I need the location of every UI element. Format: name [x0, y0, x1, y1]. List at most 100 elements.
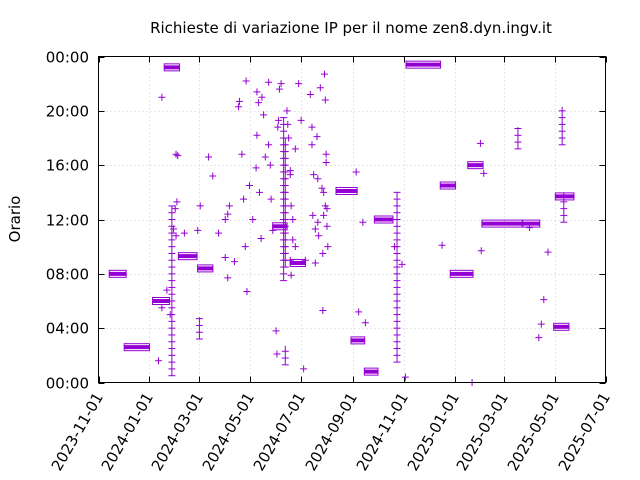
data-point	[359, 218, 367, 226]
data-point	[277, 80, 285, 88]
data-point	[287, 202, 295, 210]
data-point	[243, 287, 251, 295]
data-point	[240, 195, 248, 203]
data-point	[283, 107, 291, 115]
y-tick-label: 00:00	[46, 49, 89, 67]
data-point	[255, 99, 263, 107]
data-point	[316, 84, 324, 92]
data-point	[166, 311, 174, 319]
data-point	[275, 85, 283, 93]
x-tick-label: 2024-03-01	[148, 390, 207, 475]
data-point	[215, 229, 223, 237]
data-point	[253, 88, 261, 96]
y-tick-label: 20:00	[46, 103, 89, 121]
data-point	[241, 243, 249, 251]
y-tick-label: 00:00	[46, 375, 89, 393]
data-point	[314, 218, 322, 226]
data-point	[260, 111, 268, 119]
data-point	[252, 164, 260, 172]
data-point	[297, 116, 305, 124]
data-point	[401, 373, 409, 381]
data-point	[315, 232, 323, 240]
data-point	[311, 225, 319, 233]
data-point	[225, 202, 233, 210]
data-point	[265, 141, 273, 149]
data-point	[322, 150, 330, 158]
data-point	[391, 243, 399, 251]
data-point	[320, 70, 328, 78]
data-point	[314, 175, 322, 183]
y-tick-label: 08:00	[46, 266, 89, 284]
data-point	[300, 365, 308, 373]
data-point	[267, 195, 275, 203]
data-point	[320, 188, 328, 196]
y-axis-label: Orario	[6, 196, 24, 243]
x-tick-label: 2023-11-01	[48, 390, 107, 475]
data-point	[173, 198, 181, 206]
data-point	[172, 150, 180, 158]
data-point	[295, 80, 303, 88]
data-point	[309, 211, 317, 219]
data-point	[285, 134, 293, 142]
data-point	[289, 216, 297, 223]
data-point	[171, 205, 179, 213]
data-point	[194, 226, 202, 234]
data-point	[540, 296, 548, 304]
x-tick-label: 2024-01-01	[98, 390, 157, 475]
data-point	[287, 271, 295, 279]
data-point	[235, 97, 243, 105]
data-point	[320, 211, 328, 219]
data-point	[544, 248, 552, 256]
data-point	[238, 150, 246, 158]
x-tick-label: 2025-05-01	[504, 390, 563, 475]
data-point	[230, 258, 238, 266]
data-point	[308, 141, 316, 149]
data-point	[155, 357, 163, 365]
data-point	[526, 224, 534, 232]
plot-frame	[98, 56, 606, 383]
data-point	[255, 188, 263, 196]
data-point	[477, 247, 485, 255]
data-point	[313, 133, 321, 141]
data-point	[224, 210, 232, 218]
data-point	[286, 167, 294, 175]
data-point	[438, 241, 446, 249]
data-point	[180, 229, 188, 237]
data-point	[310, 171, 318, 179]
data-point	[308, 123, 316, 131]
y-tick-label: 16:00	[46, 157, 89, 175]
data-point	[323, 205, 331, 213]
data-point	[321, 96, 329, 104]
y-tick-label: 04:00	[46, 320, 89, 338]
data-point	[272, 327, 280, 335]
x-tick-label: 2024-05-01	[199, 390, 258, 475]
data-point	[170, 225, 178, 233]
data-point	[235, 103, 243, 111]
data-point	[322, 158, 330, 166]
data-point	[284, 120, 292, 128]
data-point	[274, 123, 282, 131]
data-point	[245, 182, 253, 190]
data-point	[174, 152, 182, 160]
x-tick-label: 2024-07-01	[250, 390, 309, 475]
x-tick-label: 2025-07-01	[555, 390, 614, 475]
data-point	[537, 320, 545, 328]
data-point	[291, 243, 299, 251]
axis-layer: 00:0004:0008:0012:0016:0020:0000:002023-…	[46, 49, 614, 475]
data-point	[301, 256, 309, 264]
grid-layer	[98, 56, 606, 383]
data-point	[535, 334, 543, 342]
data-layer	[108, 60, 575, 386]
data-point	[323, 222, 331, 230]
data-point	[275, 116, 283, 124]
data-point	[355, 308, 363, 316]
data-point	[289, 236, 297, 244]
data-point	[163, 286, 171, 294]
data-point	[224, 274, 232, 282]
data-point	[209, 172, 217, 180]
data-point	[261, 153, 269, 161]
x-tick-label: 2024-09-01	[302, 390, 361, 475]
data-point	[257, 235, 265, 243]
